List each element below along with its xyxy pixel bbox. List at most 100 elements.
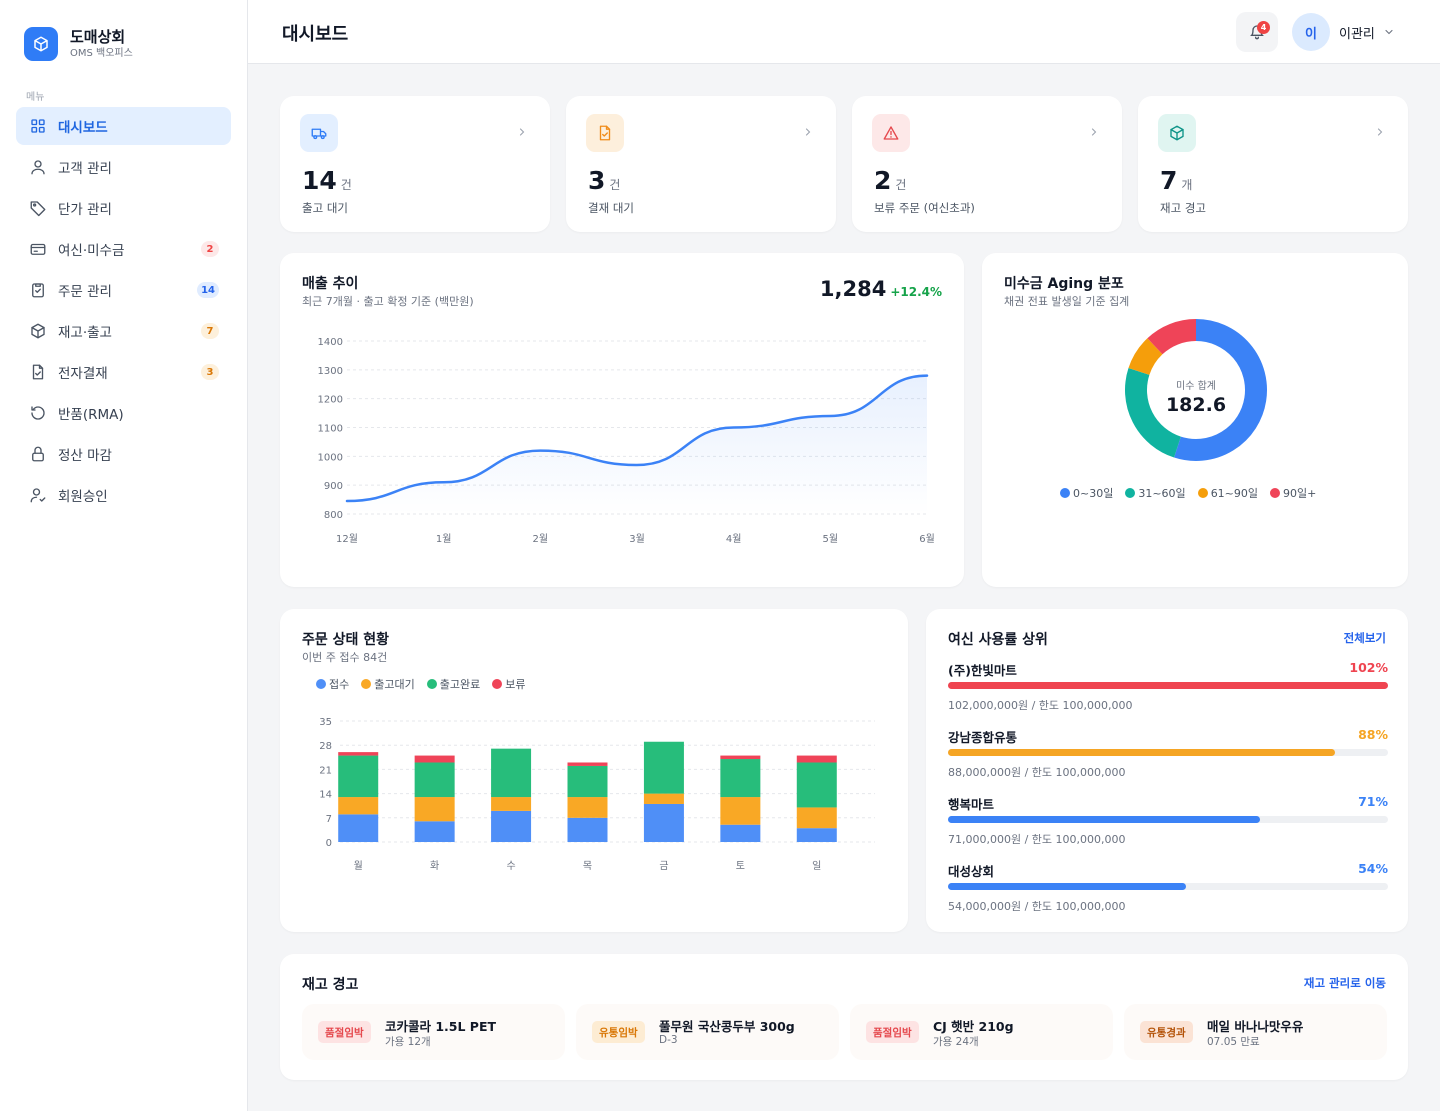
stat-card-1[interactable]: 3 건 결재 대기: [566, 96, 836, 232]
bar-segment-보류: [414, 755, 455, 763]
user-icon: [28, 157, 48, 177]
bar-segment-출고대기: [796, 807, 837, 829]
credit-row[interactable]: 대성상회 54% 54,000,000원 / 한도 100,000,000: [948, 861, 1388, 916]
donut-slice-2: [1128, 338, 1163, 376]
bar-segment-출고완료: [720, 759, 761, 798]
bar-segment-출고대기: [567, 797, 608, 818]
credit-progress-fill: [948, 883, 1186, 890]
sidebar-item-4[interactable]: 주문 관리 14: [16, 271, 231, 309]
sidebar-menu: 대시보드 고객 관리 단가 관리 여신·미수금 2 주문 관리 14 재고·출고 7 전자결재 3 반…: [16, 107, 231, 517]
aging-center-label: 미수 합계: [1176, 381, 1216, 392]
stat-unit: 개: [1181, 178, 1193, 192]
credit-progress-fill: [948, 749, 1336, 756]
legend-label: 61~90일: [1210, 487, 1259, 500]
bar-segment-출고대기: [414, 797, 455, 822]
stock-warning-item[interactable]: 유통경과 매일 바나나맛우유 07.05 만료: [1124, 1004, 1387, 1060]
stock-status-tag: 품절임박: [866, 1021, 919, 1043]
stock-warning-item[interactable]: 품절임박 CJ 햇반 210g 가용 24개: [850, 1004, 1113, 1060]
user-check-icon: [28, 485, 48, 505]
chevron-right-icon: [1091, 128, 1097, 136]
aging-center-value: 182.6: [1165, 394, 1227, 416]
stat-value: 2: [874, 166, 892, 195]
stock-status-tag: 유통경과: [1140, 1021, 1193, 1043]
legend-dot: [426, 679, 437, 689]
x-tick-label: 일: [812, 860, 821, 872]
legend-label: 90일+: [1283, 487, 1317, 500]
sidebar-item-badge: 14: [197, 282, 219, 298]
bar-segment-출고완료: [338, 755, 379, 798]
bar-segment-보류: [720, 755, 761, 760]
sidebar: 도매상회 OMS 백오피스 메뉴 대시보드 고객 관리 단가 관리 여신·미수금 2 주문…: [0, 0, 248, 1111]
y-tick-label: 14: [319, 790, 332, 801]
legend-item: 출고완료: [426, 676, 481, 692]
bar-segment-출고완료: [491, 748, 532, 798]
credit-customer-name: (주)한빛마트: [948, 663, 1017, 678]
lock-icon: [28, 444, 48, 464]
donut-slice-1: [1125, 368, 1182, 458]
stat-card-2[interactable]: 2 건 보류 주문 (여신초과): [852, 96, 1122, 232]
brand-name: 도매상회: [70, 28, 126, 46]
sidebar-item-6[interactable]: 전자결재 3: [16, 353, 231, 391]
stock-warning-item[interactable]: 품절임박 코카콜라 1.5L PET 가용 12개: [302, 1004, 565, 1060]
sidebar-item-3[interactable]: 여신·미수금 2: [16, 230, 231, 268]
chevron-right-icon: [1377, 128, 1383, 136]
y-tick-label: 1100: [318, 424, 343, 435]
card-icon: [28, 239, 48, 259]
sidebar-item-label: 여신·미수금: [58, 243, 125, 259]
x-tick-label: 수: [506, 860, 515, 872]
brand[interactable]: 도매상회 OMS 백오피스: [24, 27, 133, 61]
credit-row[interactable]: (주)한빛마트 102% 102,000,000원 / 한도 100,000,000: [948, 660, 1388, 715]
bar-segment-출고대기: [491, 797, 532, 811]
sales-subtitle: 최근 7개월 · 출고 확정 기준 (백만원): [302, 295, 474, 308]
aging-subtitle: 채권 전표 발생일 기준 집계: [1004, 295, 1130, 308]
sidebar-item-1[interactable]: 고객 관리: [16, 148, 231, 186]
stock-product-name: 코카콜라 1.5L PET: [385, 1019, 497, 1034]
aging-card: 미수금 Aging 분포 채권 전표 발생일 기준 집계 미수 합계 182.6…: [982, 253, 1408, 587]
stat-unit: 건: [340, 178, 352, 192]
sidebar-item-0[interactable]: 대시보드: [16, 107, 231, 145]
legend-dot: [492, 679, 503, 689]
x-tick-label: 1월: [436, 533, 452, 545]
sidebar-item-label: 주문 관리: [58, 284, 112, 300]
credit-customer-name: 대성상회: [948, 864, 995, 879]
tag-icon: [28, 198, 48, 218]
x-tick-label: 금: [659, 860, 668, 872]
go-to-inventory-link[interactable]: 재고 관리로 이동: [1303, 976, 1386, 990]
line-area: [347, 375, 927, 514]
menu-section-label: 메뉴: [26, 92, 45, 103]
notification-button[interactable]: 4: [1236, 12, 1278, 52]
legend-label: 출고완료: [439, 678, 481, 691]
y-tick-label: 800: [324, 510, 343, 521]
sidebar-item-8[interactable]: 정산 마감: [16, 435, 231, 473]
stat-card-3[interactable]: 7 개 재고 경고: [1138, 96, 1408, 232]
bar-segment-보류: [796, 755, 837, 763]
sidebar-item-badge: 3: [201, 364, 219, 380]
credit-row[interactable]: 강남종합유통 88% 88,000,000원 / 한도 100,000,000: [948, 727, 1388, 782]
grid-icon: [28, 116, 48, 136]
credit-title: 여신 사용률 상위: [948, 632, 1048, 648]
sidebar-item-label: 정산 마감: [58, 448, 112, 464]
stat-card-0[interactable]: 14 건 출고 대기: [280, 96, 550, 232]
sidebar-item-9[interactable]: 회원승인: [16, 476, 231, 514]
credit-row[interactable]: 행복마트 71% 71,000,000원 / 한도 100,000,000: [948, 794, 1388, 849]
sidebar-item-5[interactable]: 재고·출고 7: [16, 312, 231, 350]
stock-warning-item[interactable]: 유통임박 풀무원 국산콩두부 300g D-3: [576, 1004, 839, 1060]
stat-label: 보류 주문 (여신초과): [874, 201, 975, 215]
truck-icon: [300, 114, 338, 152]
credit-progress-fill: [948, 816, 1261, 823]
legend-dot: [1270, 488, 1281, 498]
user-menu[interactable]: 이 이관리: [1292, 13, 1395, 51]
view-all-link[interactable]: 전체보기: [1343, 631, 1386, 645]
stock-warning-card: 재고 경고 재고 관리로 이동 품절임박 코카콜라 1.5L PET 가용 12개 유…: [280, 954, 1408, 1080]
order-stacked-bar-chart: 0 7 14 21 28 35 월 화 수 목 금 토 일: [319, 717, 875, 872]
sidebar-item-2[interactable]: 단가 관리: [16, 189, 231, 227]
avatar: 이: [1292, 13, 1330, 51]
orders-subtitle: 이번 주 접수 84건: [302, 651, 388, 664]
sidebar-item-7[interactable]: 반품(RMA): [16, 394, 231, 432]
credit-detail: 102,000,000원 / 한도 100,000,000: [948, 699, 1133, 712]
chevron-right-icon: [519, 128, 525, 136]
credit-customer-name: 행복마트: [948, 797, 995, 812]
brand-subtitle: OMS 백오피스: [70, 48, 133, 59]
legend-dot: [1060, 488, 1070, 498]
sales-title: 매출 추이: [302, 276, 359, 292]
